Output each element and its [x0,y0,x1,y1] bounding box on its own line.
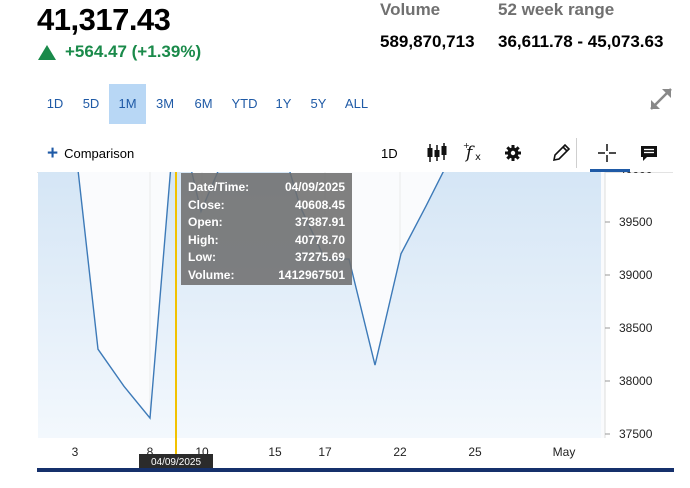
y-tick-label: 38000 [619,374,653,388]
comment-icon[interactable] [639,140,659,166]
tooltip-label: Date/Time: [188,180,250,194]
tooltip-value: 04/09/2025 [284,180,345,194]
tab-5y[interactable]: 5Y [310,96,327,111]
range-value: 36,611.78 - 45,073.63 [498,32,664,51]
tooltip-row: Low: 37275.69 [188,249,345,267]
pencil-icon[interactable] [550,140,572,166]
quote-change-row: +564.47 (+1.39%) [38,42,201,62]
x-tick-label: 15 [268,445,282,459]
y-tick-label: 38500 [619,321,653,335]
tab-1m[interactable]: 1M [109,84,146,124]
candlestick-icon[interactable] [426,140,448,166]
tooltip-value: 40778.70 [294,232,345,247]
crosshair-active-indicator [590,169,630,172]
tooltip-label: Open: [188,215,223,229]
tab-6m[interactable]: 6M [194,96,213,111]
chart-toolbar: + Comparison 1D f x + [37,134,673,173]
y-tick-label: 39500 [619,215,653,229]
tooltip-label: High: [188,232,219,247]
tooltip-row: Volume: 1412967501 [188,267,345,285]
tooltip-label: Low: [188,250,216,264]
tooltip-value: 1412967501 [278,267,345,282]
tooltip-value: 37275.69 [294,250,345,264]
y-tick-label: 39000 [619,268,653,282]
plus-icon: + [47,143,59,164]
toolbar-divider [576,138,577,168]
up-arrow-icon [38,44,56,60]
tab-1d[interactable]: 1D [46,96,64,111]
volume-value: 589,870,713 [380,32,475,51]
range-label: 52 week range [498,0,615,19]
crosshair-date-label: 04/09/2025 [151,457,201,468]
tab-1y[interactable]: 1Y [275,96,292,111]
comparison-label: Comparison [64,146,135,161]
volume-label: Volume [380,0,441,19]
x-tick-label: 17 [318,445,332,459]
y-tick-label: 37500 [619,427,653,441]
tooltip-row: High: 40778.70 [188,232,345,250]
crosshair-date-badge [139,454,213,469]
comparison-button[interactable]: + Comparison [47,143,135,164]
svg-text:x: x [475,152,481,163]
tab-ytd[interactable]: YTD [231,96,258,111]
tooltip-value: 40608.45 [294,197,345,212]
chart-bottom-bar [37,468,674,472]
area-fill [38,172,601,438]
gear-icon[interactable] [503,140,523,166]
x-tick-label: 22 [393,445,407,459]
y-tick-label: 40000 [619,172,653,176]
x-tick-label: 25 [468,445,482,459]
tooltip-row: Date/Time: 04/09/2025 [188,179,345,197]
tooltip-row: Open: 37387.91 [188,214,345,232]
tab-5d[interactable]: 5D [82,96,100,111]
x-tick-label: May [553,445,576,459]
quote-change: +564.47 (+1.39%) [65,42,202,61]
tooltip-label: Close: [188,197,225,212]
tab-3m[interactable]: 3M [155,96,175,111]
x-tick-label: 8 [147,445,154,459]
quote-price: 41,317.43 [37,2,171,37]
tooltip-label: Volume: [188,267,235,282]
svg-text:f: f [464,143,475,163]
expand-icon[interactable] [648,86,674,112]
crosshair-icon[interactable] [596,140,618,166]
fx-studies-icon[interactable]: f x + [463,140,487,166]
tooltip-row: Close: 40608.45 [188,197,345,215]
data-tooltip: Date/Time: 04/09/2025 Close: 40608.45 Open… [181,173,352,285]
tooltip-value: 37387.91 [294,215,345,229]
svg-text:+: + [463,141,470,150]
interval-button[interactable]: 1D [381,145,398,161]
x-tick-label: 3 [72,445,79,459]
time-range-tabs: 1D 5D 1M 3M 6M YTD 1Y 5Y ALL [37,84,377,124]
tab-all[interactable]: ALL [344,96,369,111]
